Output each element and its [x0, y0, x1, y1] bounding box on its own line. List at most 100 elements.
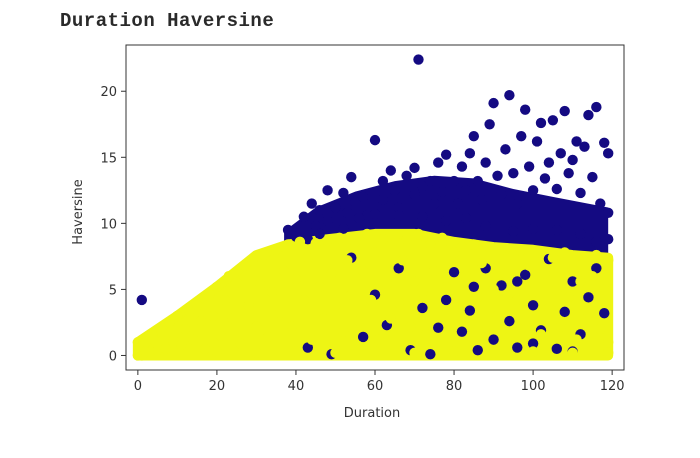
- data-point: [381, 278, 393, 290]
- data-point: [140, 337, 151, 348]
- data-point: [492, 310, 503, 322]
- data-point: [591, 249, 602, 261]
- data-point: [338, 187, 349, 199]
- data-point: [330, 347, 341, 359]
- data-point: [504, 315, 515, 327]
- data-point: [195, 315, 207, 327]
- data-point: [480, 326, 491, 337]
- data-point: [508, 249, 519, 261]
- data-point: [298, 211, 310, 222]
- data-point: [464, 148, 476, 159]
- data-point: [591, 263, 602, 274]
- data-point: [326, 268, 337, 279]
- data-point: [433, 322, 444, 333]
- data-point: [456, 326, 468, 337]
- data-point: [444, 333, 456, 344]
- data-point: [468, 239, 480, 250]
- data-point: [595, 198, 606, 209]
- data-point: [361, 228, 373, 240]
- data-point: [365, 294, 377, 306]
- data-point: [215, 330, 227, 341]
- data-point: [440, 281, 452, 292]
- data-point: [290, 346, 302, 357]
- y-axis: 0 5 10 15 20: [100, 85, 126, 364]
- data-point: [602, 148, 614, 159]
- data-point: [567, 263, 578, 274]
- data-point: [484, 119, 495, 130]
- data-point: [413, 228, 424, 240]
- data-point: [377, 234, 389, 245]
- data-point: [180, 323, 191, 335]
- data-point: [255, 278, 266, 290]
- x-tick-label: 80: [446, 379, 463, 394]
- data-point: [263, 331, 274, 343]
- data-point: [385, 165, 397, 176]
- data-point: [587, 171, 598, 183]
- data-point: [421, 329, 432, 340]
- data-point: [346, 171, 357, 183]
- data-point: [353, 315, 365, 327]
- data-point: [567, 154, 578, 166]
- data-point: [448, 346, 460, 357]
- data-point: [433, 307, 444, 319]
- data-point: [302, 252, 314, 263]
- data-point: [314, 281, 325, 292]
- data-point: [302, 342, 314, 353]
- data-point: [377, 194, 389, 205]
- data-point: [567, 347, 578, 359]
- data-point: [472, 175, 483, 187]
- data-point: [527, 223, 539, 234]
- y-tick-label: 20: [100, 85, 117, 100]
- data-point: [539, 173, 551, 184]
- data-point: [547, 252, 559, 263]
- data-point: [306, 198, 317, 209]
- y-tick-label: 5: [109, 283, 117, 298]
- data-point: [393, 210, 404, 221]
- data-point: [318, 313, 329, 324]
- data-point: [425, 348, 436, 360]
- data-point: [302, 234, 314, 245]
- data-point: [334, 232, 345, 244]
- data-point: [357, 191, 369, 203]
- data-point: [591, 101, 602, 113]
- x-tick-label: 20: [209, 379, 226, 394]
- data-point: [187, 334, 199, 345]
- data-point: [350, 197, 361, 208]
- data-point: [203, 289, 215, 300]
- data-point: [310, 220, 321, 232]
- data-point: [602, 347, 614, 359]
- data-point: [357, 331, 369, 343]
- data-point: [425, 175, 436, 187]
- data-point: [369, 134, 381, 146]
- data-point: [452, 198, 464, 209]
- data-point: [160, 343, 171, 355]
- data-point: [342, 255, 353, 266]
- data-point: [448, 267, 460, 278]
- data-point: [452, 300, 464, 311]
- data-point: [488, 334, 499, 345]
- page-title: Duration Haversine: [60, 10, 275, 32]
- data-point: [464, 318, 476, 329]
- data-point: [583, 109, 594, 121]
- y-tick-label: 10: [100, 217, 117, 232]
- data-point: [527, 300, 539, 311]
- data-point: [488, 347, 499, 359]
- data-point: [468, 130, 480, 142]
- data-point: [211, 281, 223, 292]
- data-point: [342, 207, 353, 218]
- data-point: [559, 306, 570, 318]
- data-point: [591, 236, 602, 248]
- data-point: [527, 185, 539, 196]
- data-point: [531, 247, 543, 258]
- data-point: [575, 228, 586, 240]
- data-point: [512, 276, 523, 287]
- data-point: [571, 334, 582, 345]
- data-point: [322, 235, 333, 246]
- data-point: [417, 302, 428, 314]
- data-point: [294, 236, 306, 248]
- data-point: [512, 342, 523, 353]
- data-point: [436, 186, 448, 197]
- data-point: [555, 321, 566, 332]
- data-point: [136, 294, 148, 306]
